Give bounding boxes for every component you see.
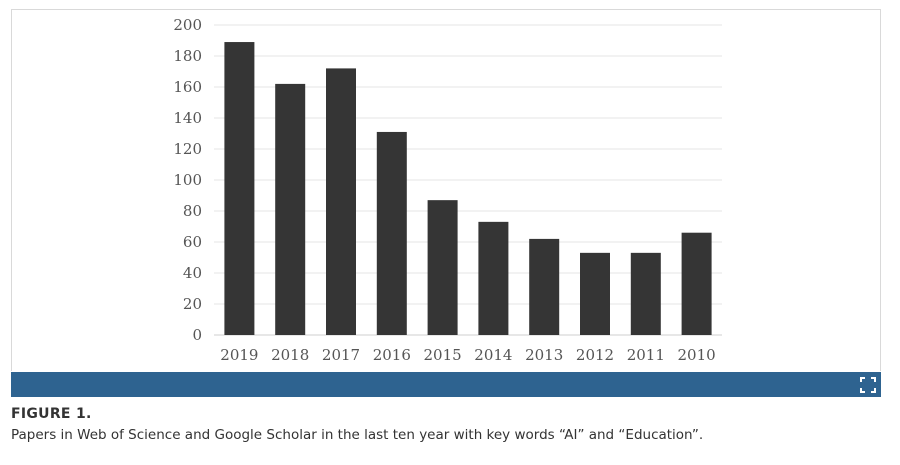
bar-2015 [427, 200, 458, 335]
y-axis-ticks: 0 20 40 60 80 100 120 140 160 180 200 [173, 16, 202, 344]
x-tick-label: 2011 [627, 346, 665, 364]
figure-toolbar [11, 372, 881, 397]
figure-caption: Papers in Web of Science and Google Scho… [11, 427, 704, 443]
bar-2013 [529, 238, 560, 335]
figure-image: 0 20 40 60 80 100 120 140 160 180 200 2019 2018 2017… [11, 9, 881, 371]
y-tick-label: 160 [173, 78, 202, 96]
bars [224, 42, 712, 336]
bar-2010 [681, 232, 712, 335]
expand-icon[interactable] [860, 377, 876, 393]
figure-label: FIGURE 1. [11, 406, 92, 422]
y-tick-label: 120 [173, 140, 202, 158]
bar-2017 [326, 68, 356, 336]
bar-2018 [275, 83, 306, 336]
y-tick-label: 140 [173, 109, 202, 127]
x-tick-label: 2015 [424, 346, 462, 364]
bar-2012 [580, 252, 610, 335]
x-tick-label: 2010 [678, 346, 716, 364]
y-tick-label: 100 [173, 171, 202, 189]
x-axis-ticks: 2019 2018 2017 2016 2015 2014 2013 2012 2011 2010 [220, 346, 715, 364]
x-tick-label: 2016 [373, 346, 411, 364]
x-tick-label: 2017 [322, 346, 360, 364]
y-tick-label: 20 [183, 295, 202, 313]
bar-2019 [224, 42, 255, 336]
x-tick-label: 2013 [525, 346, 563, 364]
y-tick-label: 40 [183, 264, 202, 282]
y-tick-label: 200 [173, 16, 202, 34]
bar-2011 [630, 252, 661, 335]
x-tick-label: 2012 [576, 346, 614, 364]
y-tick-label: 80 [183, 202, 202, 220]
y-tick-label: 0 [192, 326, 202, 344]
y-tick-label: 60 [183, 233, 202, 251]
x-tick-label: 2014 [474, 346, 512, 364]
y-tick-label: 180 [173, 47, 202, 65]
bar-chart: 0 20 40 60 80 100 120 140 160 180 200 2019 2018 2017… [173, 16, 722, 364]
bar-2016 [376, 131, 407, 335]
bar-2014 [478, 221, 509, 335]
x-tick-label: 2018 [271, 346, 309, 364]
x-tick-label: 2019 [220, 346, 258, 364]
